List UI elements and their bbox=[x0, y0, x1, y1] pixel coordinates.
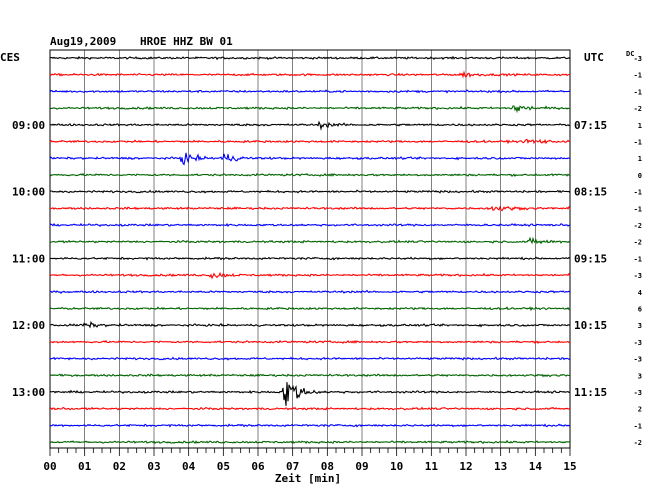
trace-23 bbox=[49, 439, 571, 445]
dc-offset-value: -3 bbox=[634, 339, 642, 347]
chart-date: Aug19,2009 bbox=[50, 35, 116, 48]
trace-4 bbox=[49, 120, 571, 131]
dc-offset-value: 6 bbox=[638, 306, 642, 314]
trace-18 bbox=[49, 356, 571, 361]
trace-11 bbox=[49, 236, 571, 245]
x-tick-label: 09 bbox=[355, 460, 368, 473]
dc-offset-value: -3 bbox=[634, 356, 642, 364]
dc-offset-value: -1 bbox=[634, 205, 642, 213]
x-tick-label: 01 bbox=[78, 460, 92, 473]
trace-19 bbox=[49, 373, 571, 378]
right-timezone-label: UTC bbox=[584, 51, 604, 64]
dc-offset-value: -1 bbox=[634, 255, 642, 263]
trace-12 bbox=[49, 256, 571, 261]
dc-offset-value: 1 bbox=[638, 155, 642, 163]
x-tick-label: 05 bbox=[217, 460, 230, 473]
x-tick-label: 15 bbox=[563, 460, 576, 473]
trace-20 bbox=[49, 382, 571, 406]
x-tick-label: 13 bbox=[494, 460, 507, 473]
x-tick-label: 14 bbox=[529, 460, 543, 473]
x-tick-label: 04 bbox=[182, 460, 196, 473]
left-hour-label: 09:00 bbox=[12, 119, 45, 132]
trace-13 bbox=[49, 271, 571, 280]
x-tick-label: 11 bbox=[425, 460, 439, 473]
dc-offset-header: DC bbox=[626, 50, 634, 58]
right-time-label: 10:15 bbox=[574, 319, 607, 332]
trace-10 bbox=[49, 222, 571, 228]
dc-offset-value: 2 bbox=[638, 406, 642, 414]
left-hour-label: 13:00 bbox=[12, 386, 45, 399]
x-axis: 00 01 02 03 04 05 06 07 08 09 10 11 12 13 14 15 bbox=[43, 448, 577, 473]
left-hour-label: 11:00 bbox=[12, 252, 45, 265]
station-code: HROE HHZ BW 01 bbox=[140, 35, 233, 48]
trace-3 bbox=[49, 105, 571, 114]
x-tick-label: 06 bbox=[251, 460, 265, 473]
trace-5 bbox=[49, 138, 571, 145]
dc-offset-value: 0 bbox=[638, 172, 642, 180]
grid bbox=[49, 49, 571, 449]
trace-8 bbox=[49, 189, 571, 194]
trace-16 bbox=[49, 320, 571, 329]
dc-offset-value: 3 bbox=[638, 322, 642, 330]
trace-21 bbox=[49, 406, 571, 411]
trace-14 bbox=[49, 289, 571, 294]
trace-1 bbox=[49, 70, 570, 79]
dc-offset-value: 1 bbox=[638, 122, 642, 130]
right-time-label: 11:15 bbox=[574, 386, 607, 399]
trace-9 bbox=[49, 205, 571, 212]
trace-2 bbox=[49, 89, 571, 94]
dc-offset-value: -3 bbox=[634, 55, 642, 63]
dc-offset-value: -3 bbox=[634, 272, 642, 280]
dc-offset-value: 4 bbox=[638, 289, 642, 297]
row-labels: 09:00 10:00 11:00 12:00 13:00 07:15 08:15 09:15… bbox=[12, 55, 642, 447]
trace-0 bbox=[49, 55, 571, 61]
left-timezone-label: CES bbox=[0, 51, 20, 64]
dc-offset-value: -1 bbox=[634, 139, 642, 147]
dc-offset-value: -1 bbox=[634, 189, 642, 197]
x-tick-label: 02 bbox=[113, 460, 126, 473]
trace-6 bbox=[49, 152, 571, 166]
dc-offset-value: -2 bbox=[634, 439, 642, 447]
trace-17 bbox=[49, 339, 571, 345]
dc-offset-value: -2 bbox=[634, 222, 642, 230]
x-tick-label: 12 bbox=[459, 460, 472, 473]
x-tick-label: 10 bbox=[390, 460, 403, 473]
dc-offset-value: -3 bbox=[634, 389, 642, 397]
trace-7 bbox=[49, 172, 571, 178]
left-hour-label: 12:00 bbox=[12, 319, 45, 332]
trace-22 bbox=[49, 423, 571, 428]
x-tick-label: 00 bbox=[43, 460, 56, 473]
x-axis-label: Zeit [min] bbox=[275, 472, 341, 485]
trace-15 bbox=[49, 306, 571, 312]
right-time-label: 08:15 bbox=[574, 186, 607, 199]
x-tick-label: 07 bbox=[286, 460, 299, 473]
dc-offset-value: -1 bbox=[634, 422, 642, 430]
left-hour-label: 10:00 bbox=[12, 186, 45, 199]
traces bbox=[49, 55, 571, 445]
dc-offset-value: -2 bbox=[634, 105, 642, 113]
dc-offset-value: -1 bbox=[634, 72, 642, 80]
dc-offset-value: -2 bbox=[634, 239, 642, 247]
dc-offset-value: 3 bbox=[638, 372, 642, 380]
x-tick-label: 03 bbox=[147, 460, 160, 473]
right-time-label: 07:15 bbox=[574, 119, 607, 132]
right-time-label: 09:15 bbox=[574, 252, 607, 265]
dc-offset-value: -1 bbox=[634, 88, 642, 96]
x-tick-label: 08 bbox=[321, 460, 334, 473]
